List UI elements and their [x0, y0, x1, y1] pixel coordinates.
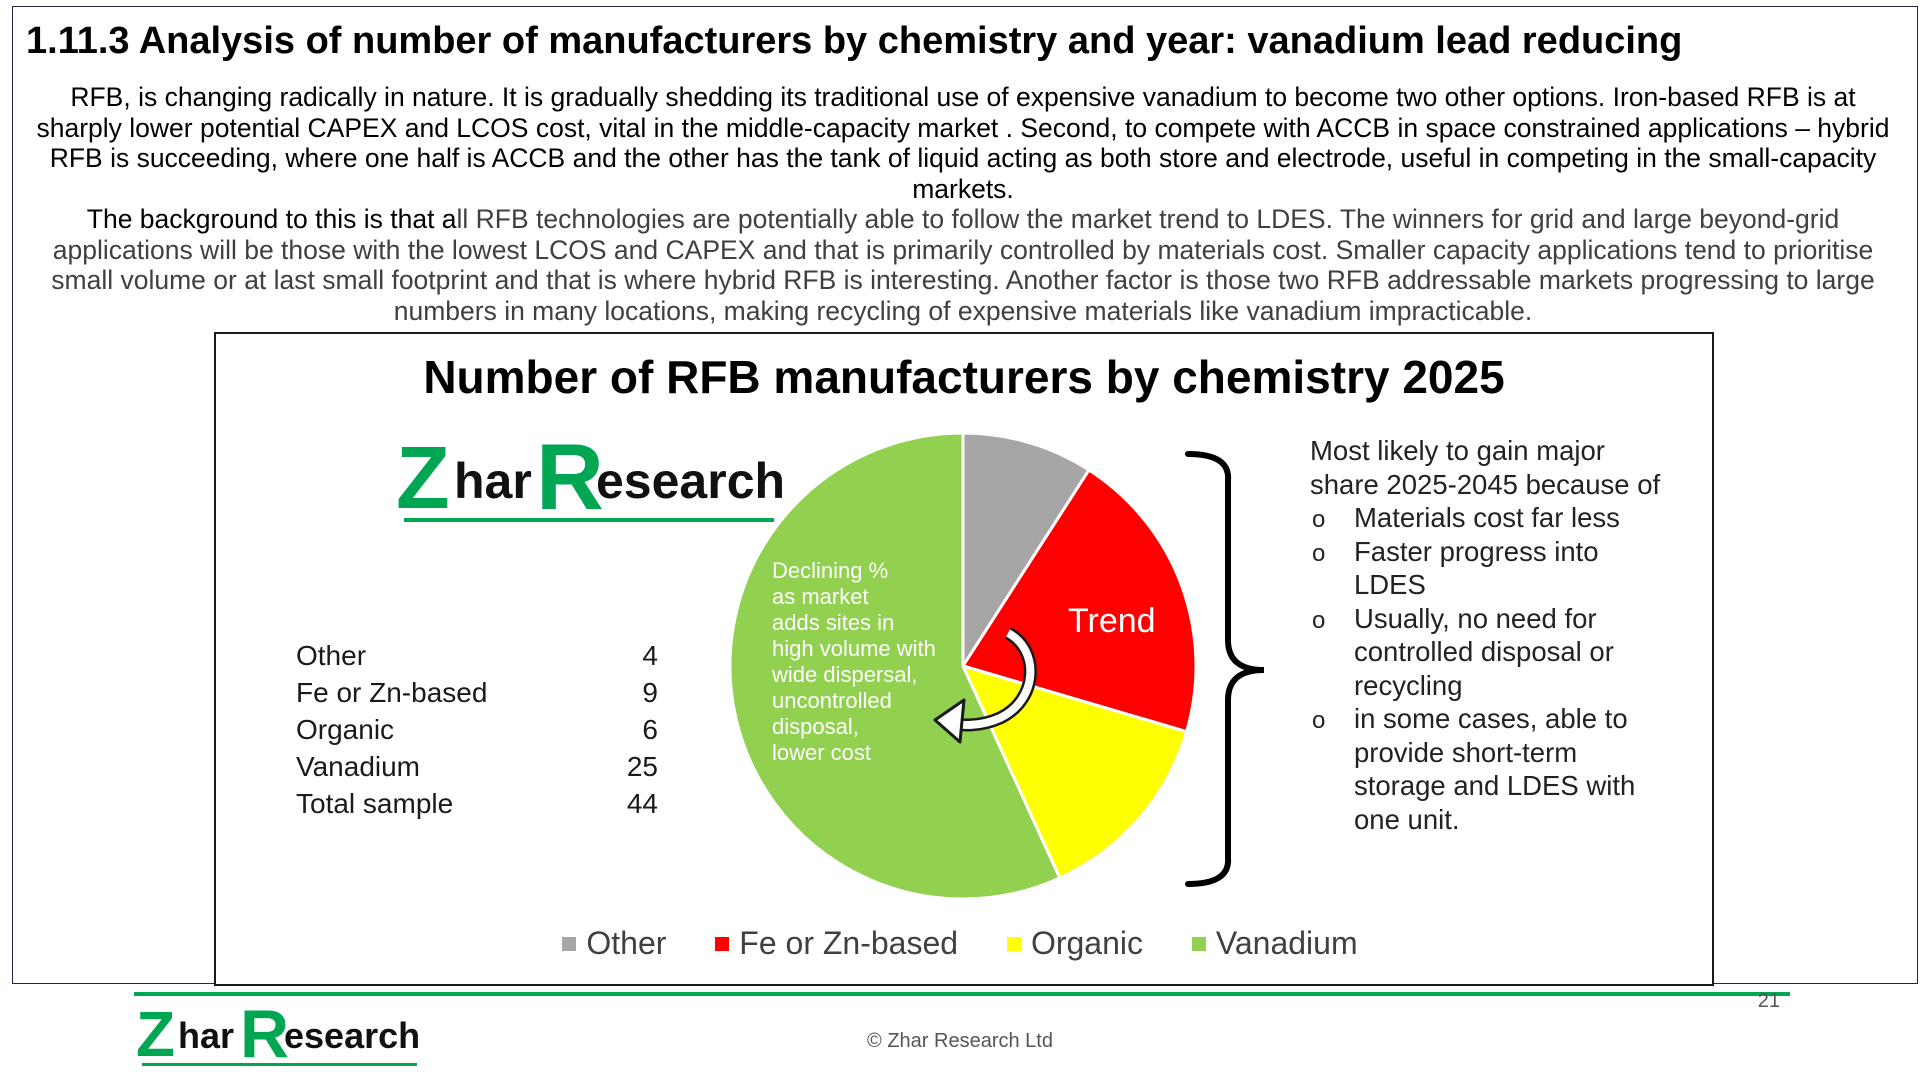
callout-bullet: Faster progress into LDES — [1310, 535, 1670, 602]
intro-text: RFB, is changing radically in nature. It… — [30, 82, 1896, 326]
callout-bullet: Usually, no need for controlled disposal… — [1310, 602, 1670, 703]
legend-label: Fe or Zn-based — [739, 925, 959, 961]
logo-text-har: har — [178, 1015, 235, 1056]
logo-letter-z: Z — [396, 428, 450, 527]
copyright: © Zhar Research Ltd — [867, 1030, 1053, 1052]
logo-text-esearch: esearch — [596, 453, 786, 509]
table-value: 25 — [626, 751, 658, 782]
intro-paragraph-2-rest: ll RFB technologies are potentially able… — [51, 204, 1875, 326]
legend-item: Other — [562, 924, 666, 962]
pie-slice-fe-or-zn-based — [960, 467, 1198, 734]
legend-swatch-fe-zn — [715, 936, 730, 951]
legend-item: Fe or Zn-based — [715, 924, 958, 962]
table-label: Other — [296, 640, 367, 671]
declining-annotation-line: high volume with — [772, 636, 936, 661]
declining-annotation-line: wide dispersal, — [771, 662, 918, 687]
table-label: Fe or Zn-based — [296, 677, 488, 708]
page-number: 21 — [1757, 990, 1780, 1012]
logo-text-esearch: esearch — [284, 1015, 421, 1056]
callout-list: Most likely to gain major share 2025-204… — [1310, 434, 1670, 836]
table-value: 4 — [642, 640, 658, 671]
logo-underline — [142, 1063, 417, 1066]
callout-bullet: Materials cost far less — [1310, 501, 1670, 536]
legend-item: Vanadium — [1191, 924, 1358, 962]
logo-letter-r: R — [536, 424, 604, 529]
trend-arrow-head — [933, 698, 966, 744]
declining-annotation-line: as market — [772, 584, 869, 609]
pie-slices — [728, 431, 1198, 901]
table-value: 44 — [626, 788, 658, 819]
intro-paragraph-2-lead: The background to this is that a — [86, 204, 457, 234]
declining-annotation-line: disposal, — [772, 714, 859, 739]
legend-label: Other — [586, 925, 667, 961]
logo-letter-z: Z — [136, 998, 176, 1070]
logo-underline — [404, 518, 774, 522]
pie-slice-other — [961, 431, 1092, 672]
table-value: 9 — [642, 677, 658, 708]
footer-rule — [134, 992, 1790, 996]
table-label: Organic — [296, 714, 395, 745]
table-value: 6 — [642, 714, 658, 745]
declining-annotation-line: lower cost — [772, 740, 871, 765]
legend-item: Organic — [1006, 924, 1143, 962]
right-brace — [1185, 451, 1265, 887]
legend-swatch-other — [562, 936, 577, 951]
legend-swatch-organic — [1006, 936, 1021, 951]
legend-label: Organic — [1030, 925, 1143, 961]
page-title: 1.11.3 Analysis of number of manufacture… — [26, 20, 1683, 62]
declining-annotation-line: Declining % — [772, 558, 888, 583]
footer-zhar-research-logo: Z har R esearch — [136, 996, 426, 1072]
pie-slice-vanadium — [728, 431, 1062, 901]
declining-annotation-line: adds sites in — [772, 610, 894, 635]
legend-label: Vanadium — [1215, 925, 1358, 961]
intro-paragraph-2: The background to this is that all RFB t… — [30, 204, 1896, 326]
zhar-research-logo: Z har R esearch — [396, 428, 785, 534]
callout-bullet: in some cases, able to provide short-ter… — [1310, 702, 1670, 836]
intro-paragraph-1: RFB, is changing radically in nature. It… — [36, 82, 1890, 204]
logo-text-har: har — [454, 453, 532, 509]
chart-title: Number of RFB manufacturers by chemistry… — [423, 351, 1505, 403]
declining-annotation-line: uncontrolled — [772, 688, 892, 713]
table-label: Total sample — [296, 788, 454, 819]
legend-swatch-vanadium — [1191, 936, 1206, 951]
chart-legend: Other Fe or Zn-based Organic Vanadium — [0, 924, 1920, 962]
callout-heading: Most likely to gain major share 2025-204… — [1310, 435, 1661, 500]
table-label: Vanadium — [296, 751, 421, 782]
pie-slice-organic — [960, 663, 1189, 880]
trend-label: Trend — [1068, 602, 1156, 640]
logo-letter-r: R — [240, 996, 290, 1072]
